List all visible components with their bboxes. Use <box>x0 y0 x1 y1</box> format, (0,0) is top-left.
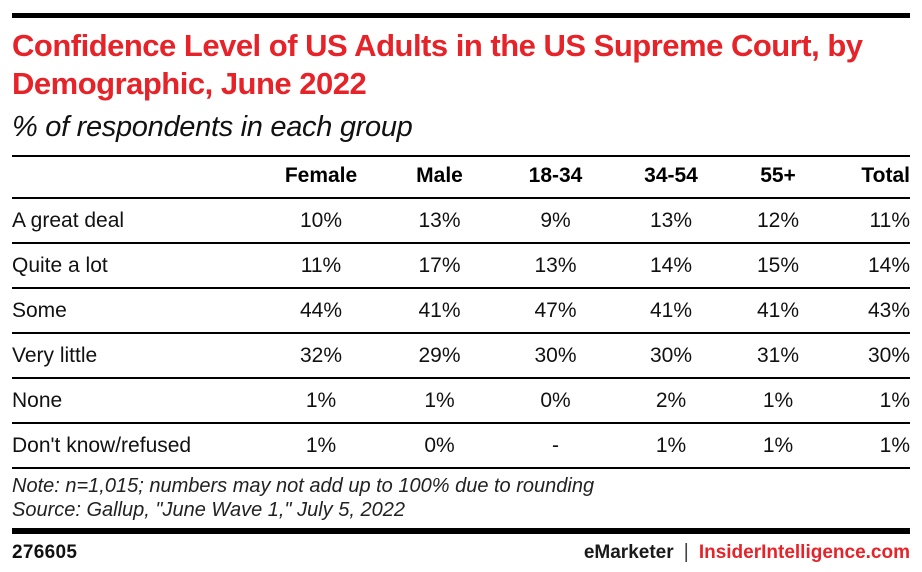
cell-value: 29% <box>380 333 499 379</box>
cell-value: 44% <box>262 288 380 334</box>
cell-value: 30% <box>499 333 612 379</box>
cell-value-total: 43% <box>826 288 910 334</box>
cell-value: 17% <box>380 243 499 289</box>
cell-value: 41% <box>730 288 826 334</box>
row-label: Quite a lot <box>12 243 262 289</box>
emarketer-logo-text: eMarketer <box>583 542 674 563</box>
cell-value: 0% <box>380 423 499 469</box>
chart-subtitle: % of respondents in each group <box>12 111 413 143</box>
table-row: Some 44% 41% 47% 41% 41% 43% <box>12 288 910 334</box>
table-row: Quite a lot 11% 17% 13% 14% 15% 14% <box>12 243 910 289</box>
table-row: Very little 32% 29% 30% 30% 31% 30% <box>12 333 910 379</box>
cell-value: 1% <box>262 423 380 469</box>
cell-value-total: 30% <box>826 333 910 379</box>
cell-value: 13% <box>612 198 730 244</box>
cell-value: 1% <box>612 423 730 469</box>
column-header-male: Male <box>380 156 499 199</box>
cell-value: 0% <box>499 378 612 424</box>
cell-value: 41% <box>612 288 730 334</box>
cell-value: - <box>499 423 612 469</box>
cell-value: 1% <box>380 378 499 424</box>
footer: 276605 eMarketer | InsiderIntelligence.c… <box>12 541 910 564</box>
cell-value: 2% <box>612 378 730 424</box>
cell-value: 12% <box>730 198 826 244</box>
table-header-row: Female Male 18-34 34-54 55+ Total <box>12 156 910 199</box>
cell-value: 11% <box>262 243 380 289</box>
row-label: A great deal <box>12 198 262 244</box>
cell-value-total: 1% <box>826 378 910 424</box>
cell-value: 14% <box>612 243 730 289</box>
chart-page: Confidence Level of US Adults in the US … <box>0 13 922 564</box>
column-header-34-54: 34-54 <box>612 156 730 199</box>
footnotes: Note: n=1,015; numbers may not add up to… <box>12 474 910 522</box>
cell-value: 1% <box>730 378 826 424</box>
cell-value: 10% <box>262 198 380 244</box>
column-header-female: Female <box>262 156 380 199</box>
insider-intelligence-logo-text: InsiderIntelligence.com <box>698 542 910 563</box>
cell-value: 47% <box>499 288 612 334</box>
cell-value: 32% <box>262 333 380 379</box>
table-row: A great deal 10% 13% 9% 13% 12% 11% <box>12 198 910 244</box>
note-text: Note: n=1,015; numbers may not add up to… <box>12 475 595 497</box>
column-header-55plus: 55+ <box>730 156 826 199</box>
cell-value: 9% <box>499 198 612 244</box>
cell-value: 30% <box>612 333 730 379</box>
brand-divider: | <box>683 541 689 563</box>
source-text: Source: Gallup, "June Wave 1," July 5, 2… <box>12 499 405 521</box>
cell-value: 15% <box>730 243 826 289</box>
column-header-total: Total <box>826 156 910 199</box>
table-row: Don't know/refused 1% 0% - 1% 1% 1% <box>12 423 910 469</box>
column-header-18-34: 18-34 <box>499 156 612 199</box>
table-row: None 1% 1% 0% 2% 1% 1% <box>12 378 910 424</box>
cell-value-total: 14% <box>826 243 910 289</box>
row-label: Don't know/refused <box>12 423 262 469</box>
chart-title: Confidence Level of US Adults in the US … <box>12 28 863 101</box>
cell-value: 1% <box>730 423 826 469</box>
cell-value-total: 1% <box>826 423 910 469</box>
cell-value: 31% <box>730 333 826 379</box>
cell-value: 13% <box>499 243 612 289</box>
cell-value-total: 11% <box>826 198 910 244</box>
bottom-rule-bar <box>12 528 910 534</box>
cell-value: 41% <box>380 288 499 334</box>
row-label: None <box>12 378 262 424</box>
confidence-table: Female Male 18-34 34-54 55+ Total A grea… <box>12 155 910 469</box>
chart-id: 276605 <box>12 542 78 563</box>
cell-value: 1% <box>262 378 380 424</box>
top-rule-bar <box>12 13 910 18</box>
corner-cell <box>12 156 262 199</box>
row-label: Very little <box>12 333 262 379</box>
branding: eMarketer | InsiderIntelligence.com <box>584 541 910 564</box>
row-label: Some <box>12 288 262 334</box>
cell-value: 13% <box>380 198 499 244</box>
